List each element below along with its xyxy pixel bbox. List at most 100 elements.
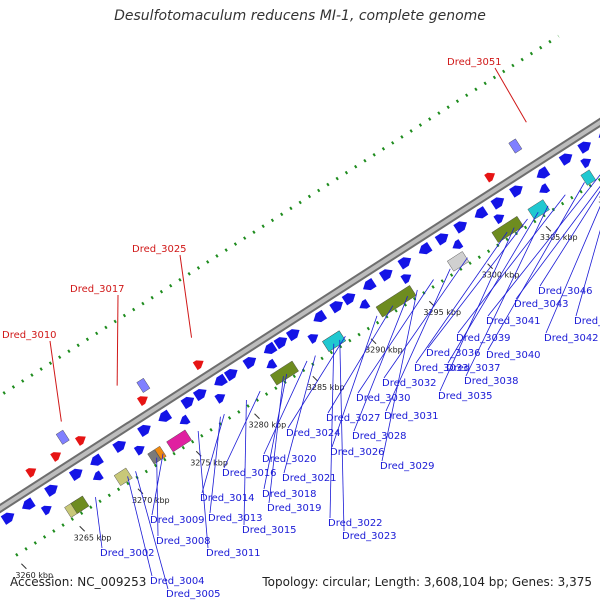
cds-arrow [378,269,393,282]
gene-label-line [545,205,600,334]
feature-block [136,377,151,393]
gene-label: Dred_3018 [262,489,317,500]
cds-arrow [313,309,328,323]
cds-arrow [44,484,58,497]
cds-arrow [341,293,356,306]
gene-label-line [539,190,600,287]
gene-label-line [243,399,247,526]
feature-block [527,199,550,220]
tick-label: 3260 kbp [15,571,53,580]
cds-arrow [434,233,449,246]
rna-label: Dred_3010 [2,330,57,341]
gene-label-line [263,373,288,490]
tick-label: 3265 kbp [74,533,112,542]
cds-arrow [242,357,257,370]
cds-arrow [90,453,104,466]
gene-label: Dred_3032 [382,378,437,389]
gene-label: Dred_3014 [200,493,255,504]
rna-label: Dred_3017 [70,284,125,295]
cds-arrow [363,277,377,291]
gene-label: Dred_3027 [326,413,381,424]
gene-label: Dred_3022 [328,518,383,529]
feature-block [446,251,470,272]
gene-label-line [95,497,103,549]
feature-block [580,169,596,186]
accession-text: Accession: NC_009253 [10,575,147,589]
feature-block [154,445,167,460]
gene-label: Dred_3046 [538,286,593,297]
feature-block [166,429,192,453]
gene-label-line [427,218,528,349]
gene-label: Dred_3042 [544,333,599,344]
gene-label: Dred_3020 [262,454,317,465]
tick-label: 3275 kbp [190,458,228,467]
cds-arrow [263,341,278,355]
gene-label-line [201,414,225,494]
gene-label: Dred_3043 [514,299,569,310]
gene-label-line [327,305,394,414]
backbone [0,120,600,511]
gene-label: Dred_3033 [414,363,469,374]
cds-arrow [509,185,523,198]
rna-label-line [116,294,119,386]
gene-label-line [339,339,345,532]
gene-label: Dred_3045 [574,316,600,327]
cds-arrow [452,239,464,249]
gene-label-line [457,194,566,334]
rna-label-line [49,340,62,422]
cds-arrow [179,414,191,425]
rna-arrow [192,360,204,371]
gene-label: Dred_3031 [384,411,439,422]
gene-label: Dred_3011 [206,548,261,559]
tick-label: 3290 kbp [365,346,403,355]
rna-label-line [179,254,193,338]
cds-arrow [192,388,207,402]
feature-block [70,495,90,514]
tick-label: 3285 kbp [307,383,345,392]
cds-arrow [158,409,173,422]
cds-arrow [133,445,145,456]
rna-arrow [50,452,62,462]
cds-arrow [273,337,288,350]
tick-mark [137,488,144,495]
gene-label-line [357,279,434,394]
cds-arrow [577,141,591,154]
rna-arrow [484,172,496,183]
gene-label-line [515,185,600,300]
gene-label: Dred_3016 [222,468,277,479]
tick-mark [79,525,86,532]
cds-arrow [580,158,592,169]
gene-label: Dred_3015 [242,525,297,536]
tick-mark [21,563,27,570]
cds-arrow [92,470,104,481]
gene-label-line [575,229,600,317]
feature-block [113,467,133,486]
cds-arrow [397,257,412,270]
gene-label-line [331,315,378,448]
gene-label-line [263,360,308,455]
cds-arrow [536,166,551,179]
tick-label: 3280 kbp [249,421,287,430]
gene-label-line [415,231,508,364]
gene-label-line [383,257,468,379]
gc-outer-dots [0,34,560,398]
feature-block [508,138,523,154]
rna-label-line [494,67,527,123]
gene-label: Dred_3004 [150,576,205,587]
gene-label-line [385,268,451,412]
rna-arrow [136,396,148,406]
cds-arrow [474,206,489,219]
gene-label: Dred_3028 [352,431,407,442]
cds-arrow [490,197,505,210]
gene-label: Dred_3005 [166,589,221,600]
topology-text: Topology: circular; Length: 3,608,104 bp… [262,575,592,589]
gene-label-line [487,182,585,351]
cds-arrow [0,512,15,525]
gene-label-line [127,476,153,577]
gene-label: Dred_3041 [486,316,541,327]
gene-label: Dred_3002 [100,548,155,559]
cds-arrow [214,373,228,386]
gene-label: Dred_3008 [156,536,211,547]
